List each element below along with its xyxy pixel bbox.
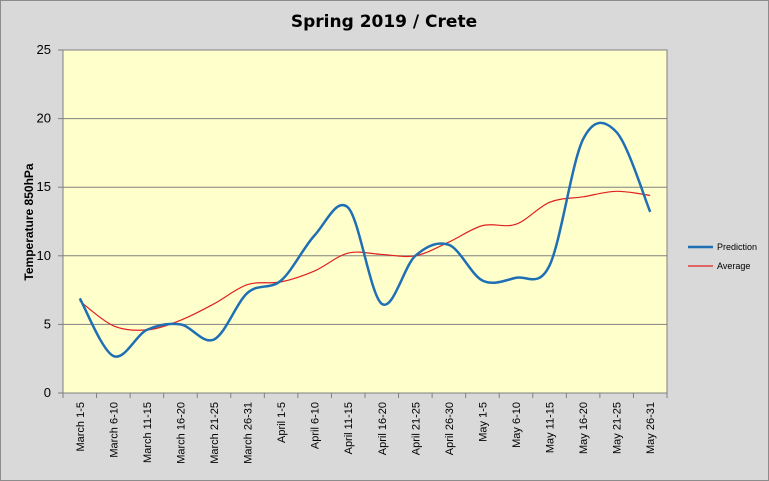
- x-tick-label: March 26-31: [243, 402, 255, 464]
- x-tick-label: April 1-5: [276, 402, 288, 443]
- x-tick-label: March 6-10: [108, 402, 120, 458]
- y-axis-label: Temperature 850hPa: [22, 163, 36, 280]
- x-tick-label: March 1-5: [75, 402, 87, 452]
- x-tick-label: March 11-15: [142, 402, 154, 463]
- legend-label-average: Average: [717, 261, 750, 271]
- x-tick-label: May 16-20: [578, 402, 590, 454]
- y-tick-label: 5: [44, 316, 51, 331]
- plot-area: [62, 49, 668, 394]
- x-tick-label: March 21-25: [209, 402, 221, 464]
- y-tick-label: 0: [44, 385, 51, 400]
- series-line-prediction: [78, 121, 652, 358]
- y-tick-label: 10: [37, 248, 51, 263]
- x-tick-label: April 6-10: [310, 402, 322, 449]
- y-tick-label: 20: [37, 111, 51, 126]
- legend-label-prediction: Prediction: [717, 242, 757, 252]
- legend: Prediction Average: [688, 242, 757, 271]
- x-tick-label: May 6-10: [511, 402, 523, 448]
- series-layer: [78, 121, 652, 358]
- axes: 0 5 10 15 20 25 March 1-5 March 6-10 March 11-15…: [37, 42, 668, 464]
- x-tick-label: April 21-25: [410, 402, 422, 455]
- x-tick-label: May 1-5: [477, 402, 489, 442]
- y-tick-label: 25: [37, 42, 51, 57]
- y-tick-label: 15: [37, 179, 51, 194]
- x-tick-label: May 11-15: [545, 402, 557, 453]
- x-tick-label: April 11-15: [343, 402, 355, 454]
- chart-title: Spring 2019 / Crete: [291, 12, 477, 32]
- x-tick-label: May 21-25: [612, 402, 624, 454]
- x-tick-label: March 16-20: [175, 402, 187, 464]
- x-tick-label: May 26-31: [645, 402, 657, 454]
- x-tick-label: April 16-20: [377, 402, 389, 455]
- x-tick-label: April 26-30: [444, 402, 456, 455]
